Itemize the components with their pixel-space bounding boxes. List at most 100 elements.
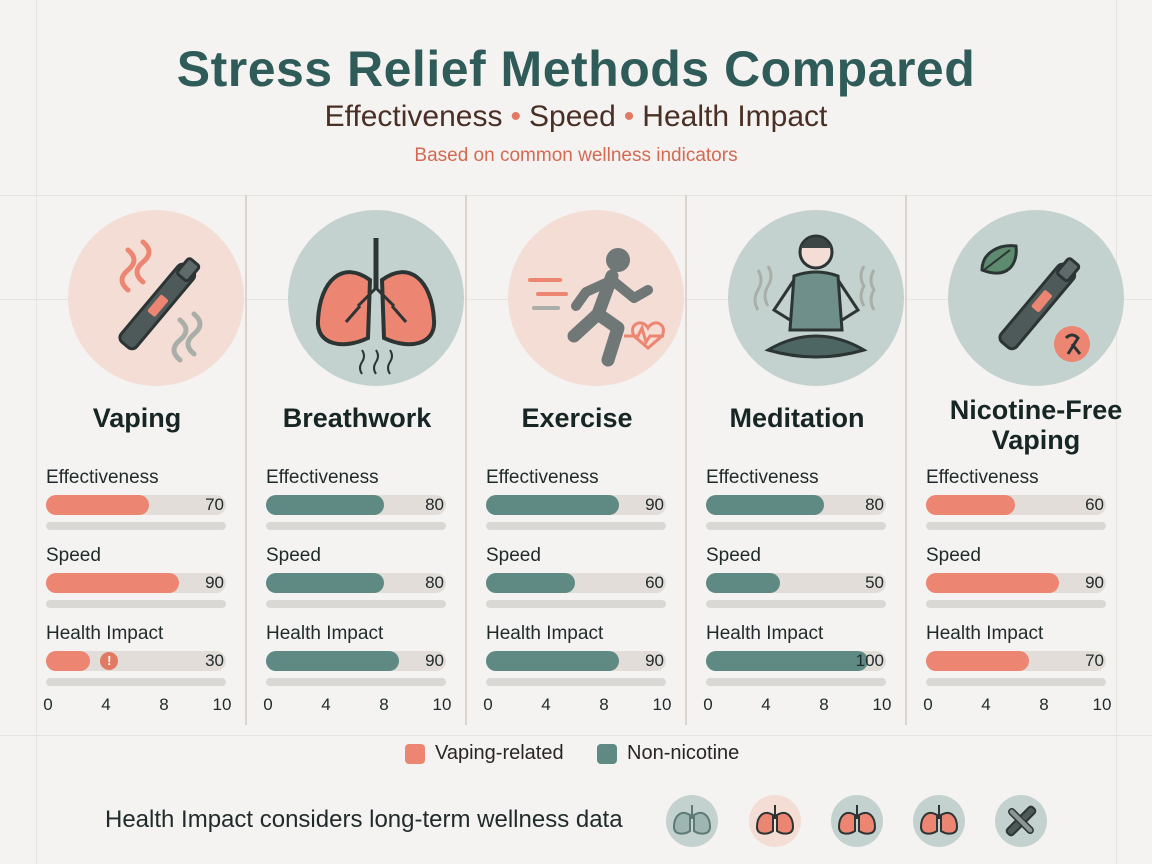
column-divider xyxy=(905,195,907,725)
subtitle-health-impact: Health Impact xyxy=(642,100,828,133)
axis-tick-label: 4 xyxy=(101,695,111,714)
grid-line xyxy=(0,195,1152,196)
axis-tick-label: 4 xyxy=(321,695,331,714)
lungs-icon xyxy=(288,210,464,386)
bar-track: 100 xyxy=(706,651,886,671)
bar-track: 90 xyxy=(486,495,666,515)
axis-tick-label: 8 xyxy=(379,695,389,714)
axis-tick-label: 4 xyxy=(761,695,771,714)
source-note: Based on common wellness indicators xyxy=(414,145,738,166)
metric-label: Speed xyxy=(486,545,541,566)
x-axis: 0 4 8 10 xyxy=(43,695,231,715)
method-name: Exercise xyxy=(521,403,633,433)
axis-tick-label: 4 xyxy=(541,695,551,714)
axis-tick-label: 10 xyxy=(212,695,232,714)
x-axis: 0 4 8 10 xyxy=(263,695,451,715)
column-divider xyxy=(465,195,467,725)
subtitle: Effectiveness • Speed • Health Impact xyxy=(0,100,1152,134)
bar-track: 90 xyxy=(486,651,666,671)
bar-baseline xyxy=(266,678,446,686)
bar xyxy=(486,495,619,515)
bar-value-label: 90 xyxy=(205,573,224,592)
legend: Vaping-related Non-nicotine xyxy=(0,742,1152,766)
vape-pen-icon xyxy=(995,795,1047,847)
running-person-icon xyxy=(508,210,684,386)
metric-label: Speed xyxy=(706,545,761,566)
method-name: Vaping xyxy=(92,403,182,433)
metric-label: Health Impact xyxy=(486,623,604,644)
axis-tick-label: 0 xyxy=(703,695,713,714)
bar-value-label: 90 xyxy=(425,651,444,670)
column-divider xyxy=(685,195,687,725)
bar xyxy=(706,573,780,593)
bar-baseline xyxy=(926,678,1106,686)
bar xyxy=(706,651,868,671)
metric-label: Speed xyxy=(46,545,101,566)
axis-tick-label: 8 xyxy=(599,695,609,714)
bar-baseline xyxy=(46,678,226,686)
bar-baseline xyxy=(486,600,666,608)
subtitle-separator: • xyxy=(623,100,635,133)
axis-tick-label: 0 xyxy=(923,695,933,714)
axis-tick-label: 8 xyxy=(1039,695,1049,714)
method-column-meditation: Meditation Effectiveness 80 Speed 50 Health … xyxy=(703,195,926,725)
method-column-breathwork: Breathwork Effectiveness 80 Speed 80 Health … xyxy=(263,195,486,725)
axis-tick-label: 10 xyxy=(1092,695,1112,714)
bar xyxy=(486,651,619,671)
page-title: Stress Relief Methods Compared xyxy=(176,41,976,97)
bar-value-label: 50 xyxy=(865,573,884,592)
bar xyxy=(46,651,91,671)
bar xyxy=(926,495,1015,515)
bar-track: 50 xyxy=(706,573,886,593)
grid-line xyxy=(1116,0,1117,864)
grid-line xyxy=(0,735,1152,736)
metric-label: Health Impact xyxy=(266,623,384,644)
metric-label: Speed xyxy=(266,545,321,566)
bar-baseline xyxy=(266,522,446,530)
bar xyxy=(266,573,385,593)
metric-label: Effectiveness xyxy=(46,467,159,488)
bar-baseline xyxy=(46,522,226,530)
bar-value-label: 60 xyxy=(645,573,664,592)
bar xyxy=(266,651,399,671)
bar-baseline xyxy=(926,522,1106,530)
x-axis: 0 4 8 10 xyxy=(483,695,671,715)
bar-baseline xyxy=(46,600,226,608)
metric-label: Health Impact xyxy=(46,623,164,644)
axis-tick-label: 0 xyxy=(263,695,273,714)
bar xyxy=(486,573,575,593)
bar-baseline xyxy=(706,678,886,686)
bar-baseline xyxy=(706,600,886,608)
method-name: Meditation xyxy=(729,403,865,433)
bar-track: 70 xyxy=(926,651,1106,671)
axis-tick-label: 8 xyxy=(819,695,829,714)
x-axis: 0 4 8 10 xyxy=(923,695,1111,715)
axis-tick-label: 10 xyxy=(872,695,892,714)
legend-swatch xyxy=(597,744,617,764)
bar-track: 60 xyxy=(926,495,1106,515)
legend-label: Non-nicotine xyxy=(627,742,740,764)
metric-label: Effectiveness xyxy=(706,467,819,488)
bar xyxy=(926,651,1030,671)
bar xyxy=(46,495,150,515)
metric-label: Effectiveness xyxy=(266,467,379,488)
legend-swatch xyxy=(405,744,425,764)
footer-note: Health Impact considers long-term wellne… xyxy=(105,806,623,833)
metric-label: Health Impact xyxy=(926,623,1044,644)
leaf-vape-icon xyxy=(948,210,1124,386)
bar-baseline xyxy=(926,600,1106,608)
axis-tick-label: 10 xyxy=(652,695,672,714)
x-axis: 0 4 8 10 xyxy=(703,695,891,715)
bar-track: 90 xyxy=(46,573,226,593)
legend-label: Vaping-related xyxy=(435,742,564,764)
method-column-nicotine-free-vaping: Nicotine-Free Vaping Effectiveness 60 Spee… xyxy=(923,195,1146,725)
bar-track: 60 xyxy=(486,573,666,593)
subtitle-separator: • xyxy=(510,100,522,133)
bar-track: 90 xyxy=(266,651,446,671)
bar-baseline xyxy=(266,600,446,608)
bar-value-label: 70 xyxy=(1085,651,1104,670)
bar-track: 30! xyxy=(46,651,226,671)
bar xyxy=(266,495,385,515)
metric-label: Effectiveness xyxy=(486,467,599,488)
axis-tick-label: 8 xyxy=(159,695,169,714)
